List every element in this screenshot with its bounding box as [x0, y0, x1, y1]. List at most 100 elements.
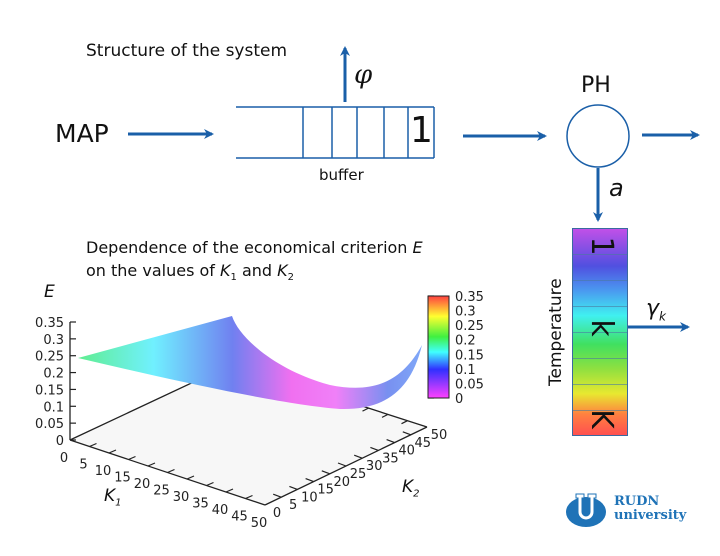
z-axis-label: E — [44, 282, 55, 302]
x-tick-label: 10 — [95, 464, 112, 479]
caption-k2: K — [277, 261, 288, 280]
gamma-sub: k — [659, 309, 666, 324]
colorbar-tick-label: 0 — [455, 392, 463, 407]
y-tick-label: 10 — [301, 490, 318, 505]
z-tick-label: 0.3 — [43, 333, 64, 348]
y-tick — [305, 478, 314, 483]
y-tick-label: 20 — [334, 475, 351, 490]
y-tick-label: 30 — [366, 459, 383, 474]
caption-text: Dependence of the economical criterion — [86, 238, 413, 257]
diagram-title: Structure of the system — [86, 41, 288, 61]
colorbar-tick-label: 0.05 — [455, 377, 484, 392]
x-tick-label: 50 — [251, 516, 268, 531]
buffer-cell-label: 1 — [410, 110, 433, 151]
rudn-logo: RUDN university — [562, 490, 692, 530]
y-tick — [370, 446, 379, 451]
buffer-label: buffer — [319, 166, 364, 184]
y-tick-label: 0 — [273, 506, 281, 521]
y-tick-label: 40 — [398, 444, 415, 459]
back-tick — [401, 420, 408, 425]
y-label-sub: 2 — [413, 488, 420, 500]
caption-text-2: on the values of — [86, 261, 220, 280]
server-label: PH — [581, 73, 611, 98]
buffer — [236, 106, 435, 159]
x-tick — [206, 481, 214, 487]
server-circle — [566, 104, 630, 168]
y-label-main: K — [402, 477, 414, 497]
x-tick — [186, 475, 195, 480]
colorbar-tick-label: 0.25 — [455, 319, 484, 334]
gamma-main: γ — [646, 296, 660, 321]
temperature-column: 1 k K — [572, 228, 628, 436]
x-tick — [225, 488, 234, 493]
x-tick-label: 25 — [153, 484, 170, 499]
y-tick-label: 50 — [431, 428, 448, 443]
x-tick-label: 5 — [79, 458, 87, 473]
colorbar-tick-label: 0.3 — [455, 305, 476, 320]
z-tick-label: 0.35 — [35, 316, 64, 331]
x-tick-label: 45 — [231, 510, 248, 525]
colorbar-tick-label: 0.2 — [455, 334, 476, 349]
y-tick — [321, 470, 331, 475]
z-tick-label: 0.2 — [43, 367, 64, 382]
y-tick-label: 45 — [415, 436, 432, 451]
temperature-label: Temperature — [546, 278, 566, 386]
x-tick-label: 20 — [134, 477, 151, 492]
caption-k1: K — [220, 261, 231, 280]
x-tick — [167, 468, 175, 474]
y-tick-label: 35 — [382, 451, 399, 466]
x-tick-label: 15 — [114, 471, 131, 486]
y-tick-label: 15 — [317, 483, 334, 498]
z-tick-label: 0 — [56, 434, 64, 449]
x-tick — [89, 442, 97, 448]
colorbar-tick-label: 0.1 — [455, 363, 476, 378]
logo-line1: RUDN — [614, 494, 660, 509]
x-tick — [147, 462, 156, 467]
colorbar-tick-label: 0.15 — [455, 348, 484, 363]
y-tick — [386, 439, 395, 444]
x-label-sub: 1 — [115, 497, 122, 509]
y-tick — [272, 493, 282, 498]
gamma-label: γk — [646, 296, 666, 323]
x-tick — [245, 494, 253, 500]
back-tick — [362, 407, 369, 412]
caption-k2-sub: 2 — [287, 272, 295, 284]
y-tick-label: 25 — [350, 467, 367, 482]
x-tick — [128, 455, 136, 461]
caption-var-e: E — [412, 238, 423, 257]
y-axis-label: K2 — [402, 477, 420, 499]
x-tick-label: 35 — [192, 497, 209, 512]
transition-label: a — [609, 174, 624, 202]
x-axis-label: K1 — [104, 486, 122, 508]
rudn-globe-icon — [566, 493, 606, 527]
caption-and: and — [236, 261, 278, 280]
logo-line2: university — [614, 508, 687, 523]
x-tick — [108, 449, 117, 454]
source-label: MAP — [55, 119, 109, 148]
x-tick-label: 40 — [212, 503, 229, 518]
x-label-main: K — [104, 486, 116, 506]
z-tick-label: 0.1 — [43, 400, 64, 415]
z-tick-label: 0.25 — [35, 350, 64, 365]
x-tick-label: 30 — [173, 490, 190, 505]
colorbar-tick-label: 0.35 — [455, 290, 484, 305]
y-tick — [289, 485, 298, 490]
y-tick — [337, 462, 347, 467]
y-tick — [402, 431, 412, 436]
surface — [78, 316, 422, 410]
back-tick — [381, 413, 389, 418]
colorbar — [427, 295, 450, 399]
temperature-cell-K: K — [584, 409, 619, 429]
z-tick-label: 0.15 — [35, 383, 64, 398]
x-tick-label: 0 — [60, 451, 68, 466]
caption-k1-sub: 1 — [230, 272, 237, 284]
y-tick-label: 5 — [289, 498, 297, 513]
loss-label: φ — [354, 60, 373, 90]
y-tick — [353, 454, 363, 459]
z-tick-label: 0.05 — [35, 417, 64, 432]
temperature-cell-k: k — [584, 319, 619, 337]
chart-caption: Dependence of the economical criterion E… — [86, 236, 423, 289]
